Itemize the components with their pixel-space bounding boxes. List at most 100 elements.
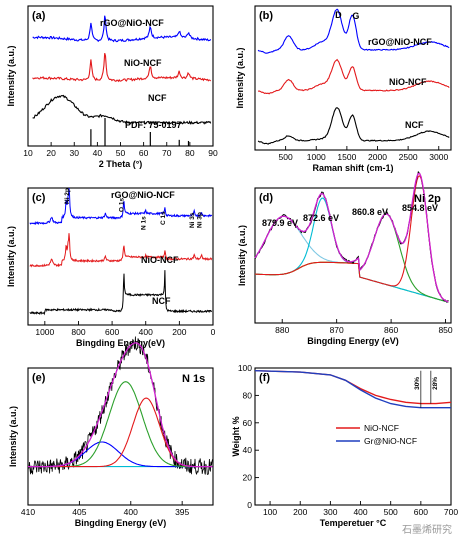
peak-label: 854.8 eV <box>402 203 438 213</box>
x-tick-label: 700 <box>444 507 458 517</box>
series-line-nioncf <box>257 58 450 95</box>
y-axis-label: Intensity (a.u.) <box>237 225 247 286</box>
x-tick-label: 860 <box>384 325 398 335</box>
series-line-ncf <box>29 270 212 316</box>
annotation-label: 28% <box>432 377 439 390</box>
y-tick-label: 60 <box>243 418 253 428</box>
peak-label: 860.8 eV <box>352 207 388 217</box>
peak-label: N 1s <box>141 216 148 230</box>
x-axis-label: Bingding Energy (eV) <box>75 518 167 528</box>
panel-a: 10 20 30 40 50 60 70 80 90 2 Theta (°) Intensity (… <box>6 5 218 169</box>
x-axis-label: Temperetuer °C <box>320 518 387 528</box>
series-line-rgonioncf <box>29 187 213 226</box>
series-line-nioncf <box>32 52 212 83</box>
y-axis-label: Weight % <box>231 416 241 456</box>
y-tick-label: 0 <box>247 500 252 510</box>
peak-label: O 1s <box>119 198 126 212</box>
x-axis-label: 2 Theta (°) <box>99 159 143 169</box>
component-peak <box>254 175 449 303</box>
y-axis-label: Intensity (a.u.) <box>6 226 16 287</box>
panel-label: (d) <box>259 192 273 204</box>
x-tick-label: 10 <box>23 148 33 158</box>
data-line <box>27 336 213 476</box>
x-tick-label: 70 <box>162 148 172 158</box>
annotation-label: 30% <box>414 377 421 390</box>
x-tick-label: 2000 <box>368 152 387 162</box>
background-line <box>254 261 449 303</box>
series-line-ncf <box>257 107 450 145</box>
x-tick-label: 500 <box>279 152 293 162</box>
band-label-g: G <box>352 11 359 21</box>
component-peak <box>254 215 449 303</box>
peak-label: 879.9 eV <box>262 218 298 228</box>
series-line-grnioncf <box>254 370 451 409</box>
plot-frame <box>27 367 214 506</box>
x-tick-label: 405 <box>72 507 86 517</box>
legend-label: NiO-NCF <box>364 423 399 433</box>
y-tick-label: 40 <box>243 445 253 455</box>
y-tick-label: 100 <box>238 363 252 373</box>
x-tick-label: 200 <box>293 507 307 517</box>
panel-label: (b) <box>259 10 273 22</box>
x-axis-label: Bingding Energy(eV) <box>76 338 165 348</box>
x-tick-label: 1000 <box>35 327 54 337</box>
x-tick-label: 500 <box>384 507 398 517</box>
component-peak <box>28 397 212 468</box>
x-tick-label: 880 <box>275 325 289 335</box>
x-tick-label: 870 <box>330 325 344 335</box>
plot-frame <box>254 187 452 324</box>
series-label: NiO-NCF <box>124 58 162 68</box>
peak-label: Ni 3p <box>197 212 204 228</box>
component-peak <box>28 381 212 468</box>
panel-label: (f) <box>259 372 270 384</box>
component-peak <box>28 441 212 468</box>
series-label: NCF <box>148 93 167 103</box>
series-label: NiO-NCF <box>389 77 427 87</box>
x-tick-label: 800 <box>71 327 85 337</box>
fit-envelope <box>28 342 213 468</box>
panel-label: (c) <box>32 192 46 204</box>
x-tick-label: 30 <box>70 148 80 158</box>
x-tick-label: 400 <box>353 507 367 517</box>
peak-label: Ni 2p <box>64 188 71 204</box>
y-axis-label: Intensity (a.u.) <box>235 47 245 108</box>
plot-frame <box>254 367 452 506</box>
fit-envelope <box>254 172 449 303</box>
panel-c: 1000 800 600 400 200 0 Bingding Energy(eV) Inte… <box>6 187 216 348</box>
series-label: rGO@NiO-NCF <box>368 37 432 47</box>
band-label-d: D <box>335 10 342 20</box>
x-tick-label: 395 <box>175 507 189 517</box>
peak-label: C 1s <box>160 211 167 225</box>
series-label: rGO@NiO-NCF <box>100 18 164 28</box>
series-label: rGO@NiO-NCF <box>111 190 175 200</box>
legend-label: Gr@NiO-NCF <box>364 436 417 446</box>
series-label: NCF <box>152 296 171 306</box>
panel-d: 880 870 860 850 Bingding Energy (eV) Intensit… <box>237 170 453 346</box>
x-tick-label: 300 <box>323 507 337 517</box>
data-line <box>254 170 449 303</box>
x-axis-label: Raman shift (cm-1) <box>312 163 393 173</box>
x-tick-label: 400 <box>139 327 153 337</box>
x-tick-label: 2500 <box>399 152 418 162</box>
x-tick-label: 3000 <box>429 152 448 162</box>
watermark-text: 石墨烯研究 <box>402 525 452 536</box>
x-tick-label: 600 <box>414 507 428 517</box>
series-label: NiO-NCF <box>141 255 179 265</box>
x-tick-label: 200 <box>172 327 186 337</box>
panel-b: 500 1000 1500 2000 2500 3000 Raman shift (cm-1… <box>235 5 452 173</box>
x-axis-label: Bingding Energy (eV) <box>307 336 399 346</box>
x-tick-label: 50 <box>116 148 126 158</box>
x-tick-label: 90 <box>208 148 218 158</box>
peak-label: 872.6 eV <box>303 213 339 223</box>
peak-label: Ni 3s <box>189 212 196 228</box>
reference-label: PDF: 75-0197 <box>125 120 182 130</box>
x-tick-label: 80 <box>185 148 195 158</box>
series-line-rgonioncf <box>32 15 212 43</box>
series-line-nioncf <box>29 233 213 268</box>
panel-label: (a) <box>32 10 46 22</box>
series-label: NCF <box>405 120 424 130</box>
series-line-nioncf <box>254 370 452 405</box>
x-tick-label: 40 <box>93 148 103 158</box>
x-tick-label: 400 <box>124 507 138 517</box>
